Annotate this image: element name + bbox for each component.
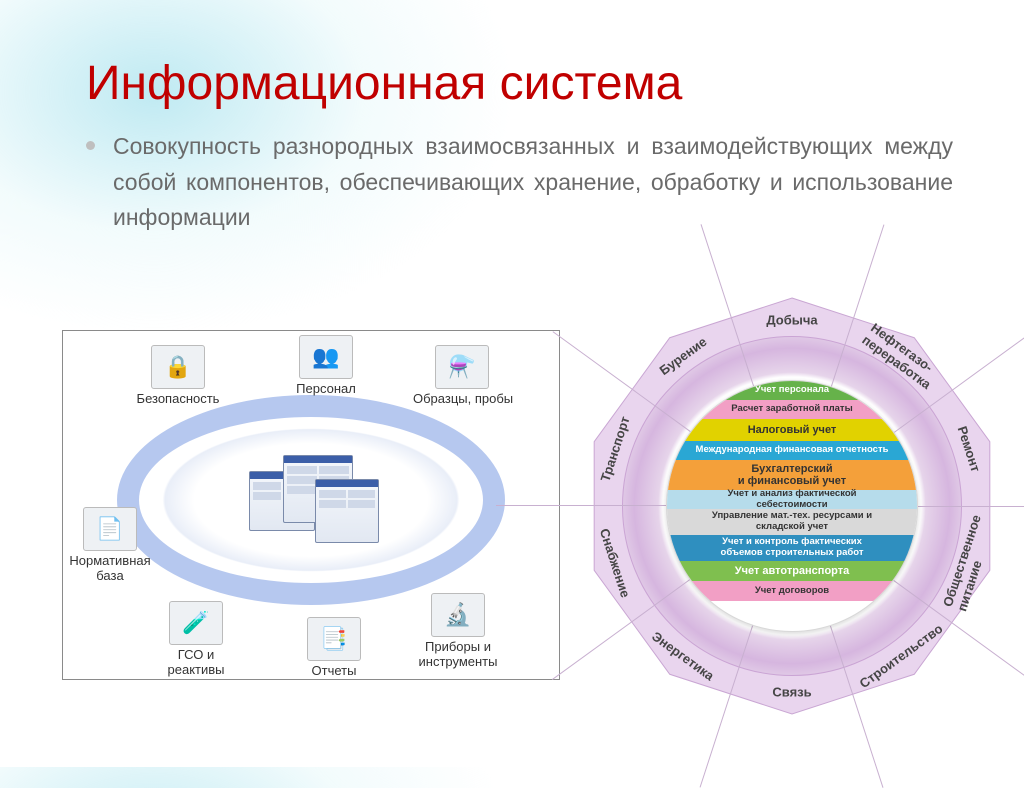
node-reports: 📑 Отчеты — [285, 617, 383, 678]
samples-label: Образцы, пробы — [413, 391, 511, 406]
node-samples: ⚗️ Образцы, пробы — [413, 345, 511, 406]
personnel-label: Персонал — [277, 381, 375, 396]
bullet-dot-icon — [86, 141, 95, 150]
wheel-inner-circle: Учет персоналаРасчет заработной платыНал… — [666, 380, 918, 632]
node-security: 🔒 Безопасность — [129, 345, 227, 406]
node-personnel: 👥 Персонал — [277, 335, 375, 396]
left-ellipse-diagram: 🔒 Безопасность 👥 Персонал ⚗️ Образцы, пробы 📄Н… — [62, 330, 560, 680]
stripe: Управление мат.-тех. ресурсами искладско… — [667, 509, 917, 535]
reports-label: Отчеты — [285, 663, 383, 678]
right-wheel-diagram: Учет персоналаРасчет заработной платыНал… — [576, 290, 1008, 722]
slide: Информационная система Совокупность разн… — [0, 0, 1024, 236]
sector-Добыча: Добыча — [766, 313, 817, 328]
diagrams-area: 🔒Безопасность👥Персонал⚗️Образцы, пробы📄Н… — [0, 318, 1024, 767]
security-icon: 🔒 — [151, 345, 205, 389]
definition-text: Совокупность разнородных взаимосвязанных… — [113, 129, 953, 236]
spoke-line — [918, 506, 1024, 507]
center-windows-icon — [249, 449, 379, 553]
bullet-row: Совокупность разнородных взаимосвязанных… — [86, 129, 954, 236]
gso-label: ГСО иреактивы — [147, 647, 245, 677]
gso-icon: 🧪 — [169, 601, 223, 645]
samples-icon: ⚗️ — [435, 345, 489, 389]
normbase-icon: 📄 — [83, 507, 137, 551]
reports-icon: 📑 — [307, 617, 361, 661]
devices-icon: 🔬 — [431, 593, 485, 637]
node-gso: 🧪ГСО иреактивы — [147, 601, 245, 677]
stripe: Учет и анализ фактической себестоимости — [667, 490, 917, 509]
stripe: Учет автотранспорта — [667, 561, 917, 581]
personnel-icon: 👥 — [299, 335, 353, 379]
stripe: Налоговый учет — [667, 419, 917, 441]
stripe: Международная финансовая отчетность — [667, 441, 917, 460]
node-devices: 🔬Приборы иинструменты — [409, 593, 507, 669]
node-normbase: 📄Нормативнаябаза — [61, 507, 159, 583]
spoke-line — [496, 505, 666, 506]
stripe: Бухгалтерскийи финансовый учет — [667, 460, 917, 490]
normbase-label: Нормативнаябаза — [61, 553, 159, 583]
slide-title: Информационная система — [86, 56, 954, 111]
security-label: Безопасность — [129, 391, 227, 406]
sector-Связь: Связь — [772, 685, 811, 700]
devices-label: Приборы иинструменты — [409, 639, 507, 669]
stripe: Учет и контроль фактическихобъемов строи… — [667, 535, 917, 561]
